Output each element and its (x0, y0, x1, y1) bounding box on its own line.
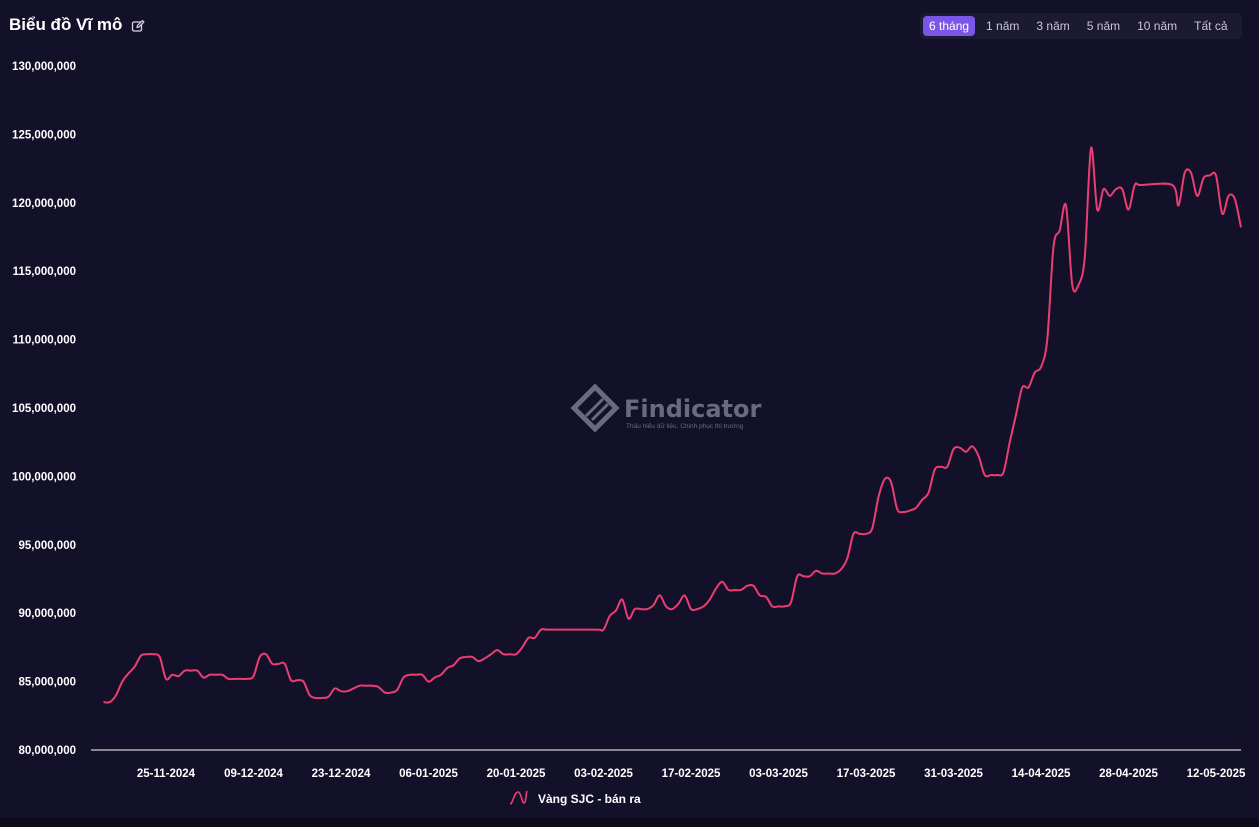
y-tick-label: 90,000,000 (18, 608, 76, 620)
x-axis: 25-11-2024 09-12-2024 23-12-2024 06-01-2025… (137, 768, 1246, 780)
range-6-months-button[interactable]: 6 tháng (923, 16, 976, 36)
bottom-bar (0, 818, 1259, 827)
time-range-selector: 6 tháng 1 năm 3 năm 5 năm 10 năm Tất cả (920, 13, 1242, 39)
watermark-name: Findicator (624, 395, 761, 423)
legend-series-icon (509, 790, 528, 805)
x-tick-label: 12-05-2025 (1187, 768, 1246, 780)
y-axis: 80,000,000 85,000,000 90,000,000 95,000,000… (12, 61, 76, 757)
x-tick-label: 28-04-2025 (1099, 768, 1158, 780)
findicator-watermark: Findicator Thấu hiểu dữ liệu, Chinh phục… (570, 383, 761, 433)
range-5-years-button[interactable]: 5 năm (1086, 19, 1121, 33)
x-tick-label: 03-03-2025 (749, 768, 808, 780)
range-1-year-button[interactable]: 1 năm (986, 19, 1020, 33)
range-all-button[interactable]: Tất cả (1194, 19, 1228, 33)
pencil-square-icon[interactable] (131, 19, 145, 33)
findicator-logo-icon (570, 383, 620, 433)
y-tick-label: 80,000,000 (18, 745, 76, 757)
series-line[interactable] (103, 146, 1242, 704)
x-tick-label: 20-01-2025 (487, 768, 546, 780)
x-tick-label: 17-02-2025 (662, 768, 721, 780)
y-tick-label: 120,000,000 (12, 198, 76, 210)
x-tick-label: 25-11-2024 (137, 768, 196, 780)
chart-header: Biểu đồ Vĩ mô 6 tháng 1 năm 3 năm 5 năm … (0, 0, 1259, 50)
range-3-years-button[interactable]: 3 năm (1036, 19, 1070, 33)
x-tick-label: 17-03-2025 (837, 768, 896, 780)
y-tick-label: 85,000,000 (18, 677, 76, 689)
watermark-tagline: Thấu hiểu dữ liệu, Chinh phục thị trường (626, 421, 744, 430)
y-tick-label: 115,000,000 (13, 266, 76, 278)
x-tick-label: 31-03-2025 (924, 768, 983, 780)
legend-series-label: Vàng SJC - bán ra (538, 792, 641, 806)
x-tick-label: 03-02-2025 (574, 768, 633, 780)
series-layer (103, 146, 1242, 704)
range-10-years-button[interactable]: 10 năm (1137, 19, 1178, 33)
y-tick-label: 110,000,000 (13, 335, 76, 347)
y-tick-label: 130,000,000 (12, 61, 76, 73)
y-tick-label: 100,000,000 (12, 471, 76, 483)
y-tick-label: 95,000,000 (18, 540, 76, 552)
legend[interactable]: Vàng SJC - bán ra (509, 790, 641, 806)
x-tick-label: 23-12-2024 (312, 768, 371, 780)
y-tick-label: 125,000,000 (12, 129, 76, 141)
x-tick-label: 09-12-2024 (224, 768, 283, 780)
x-tick-label: 06-01-2025 (399, 768, 458, 780)
x-tick-label: 14-04-2025 (1012, 768, 1071, 780)
page-title: Biểu đồ Vĩ mô (9, 15, 123, 34)
y-tick-label: 105,000,000 (12, 403, 76, 415)
